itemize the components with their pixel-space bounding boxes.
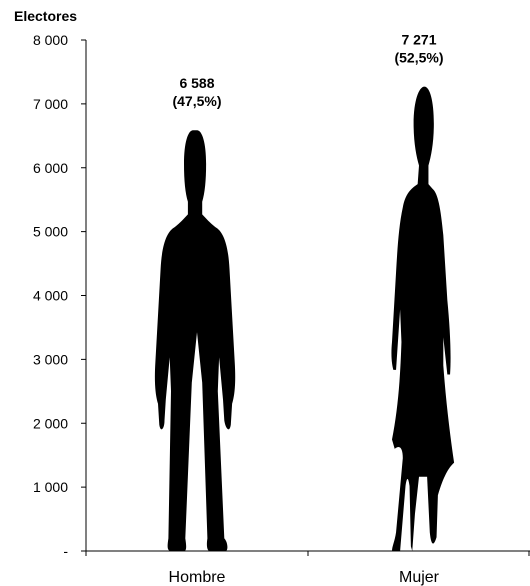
category-label: Mujer bbox=[399, 569, 440, 586]
bar-woman-silhouette bbox=[391, 86, 455, 551]
category-label: Hombre bbox=[169, 569, 226, 586]
y-axis-title: Electores bbox=[14, 8, 78, 24]
silhouette-bars bbox=[154, 86, 455, 551]
y-tick-label: 3 000 bbox=[33, 351, 68, 367]
data-labels: 6 588 (47,5%) 7 271 (52,5%) bbox=[172, 32, 443, 110]
y-tick-label: 7 000 bbox=[33, 96, 68, 112]
bar-man-silhouette bbox=[154, 130, 236, 551]
y-tick-label: 5 000 bbox=[33, 224, 68, 240]
y-ticks: - 1 000 2 000 3 000 4 000 5 000 6 000 7 000 8 00… bbox=[33, 32, 86, 559]
axes bbox=[85, 40, 530, 556]
y-tick-label: 2 000 bbox=[33, 415, 68, 431]
y-tick-label: - bbox=[63, 543, 68, 559]
data-label-percent: (52,5%) bbox=[394, 50, 443, 66]
y-tick-label: 4 000 bbox=[33, 288, 68, 304]
y-tick-label: 8 000 bbox=[33, 32, 68, 48]
data-label-percent: (47,5%) bbox=[172, 93, 221, 109]
y-tick-label: 6 000 bbox=[33, 160, 68, 176]
category-labels: Hombre Mujer bbox=[169, 569, 440, 586]
y-tick-label: 1 000 bbox=[33, 479, 68, 495]
data-label-value: 7 271 bbox=[401, 32, 436, 48]
data-label-value: 6 588 bbox=[179, 75, 214, 91]
